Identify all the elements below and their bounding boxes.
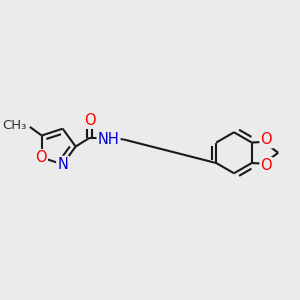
Text: O: O (35, 150, 47, 165)
Text: N: N (57, 157, 68, 172)
Text: CH₃: CH₃ (2, 119, 26, 132)
Text: O: O (260, 132, 272, 147)
Text: NH: NH (98, 132, 119, 147)
Text: O: O (260, 158, 272, 173)
Text: O: O (84, 113, 96, 128)
